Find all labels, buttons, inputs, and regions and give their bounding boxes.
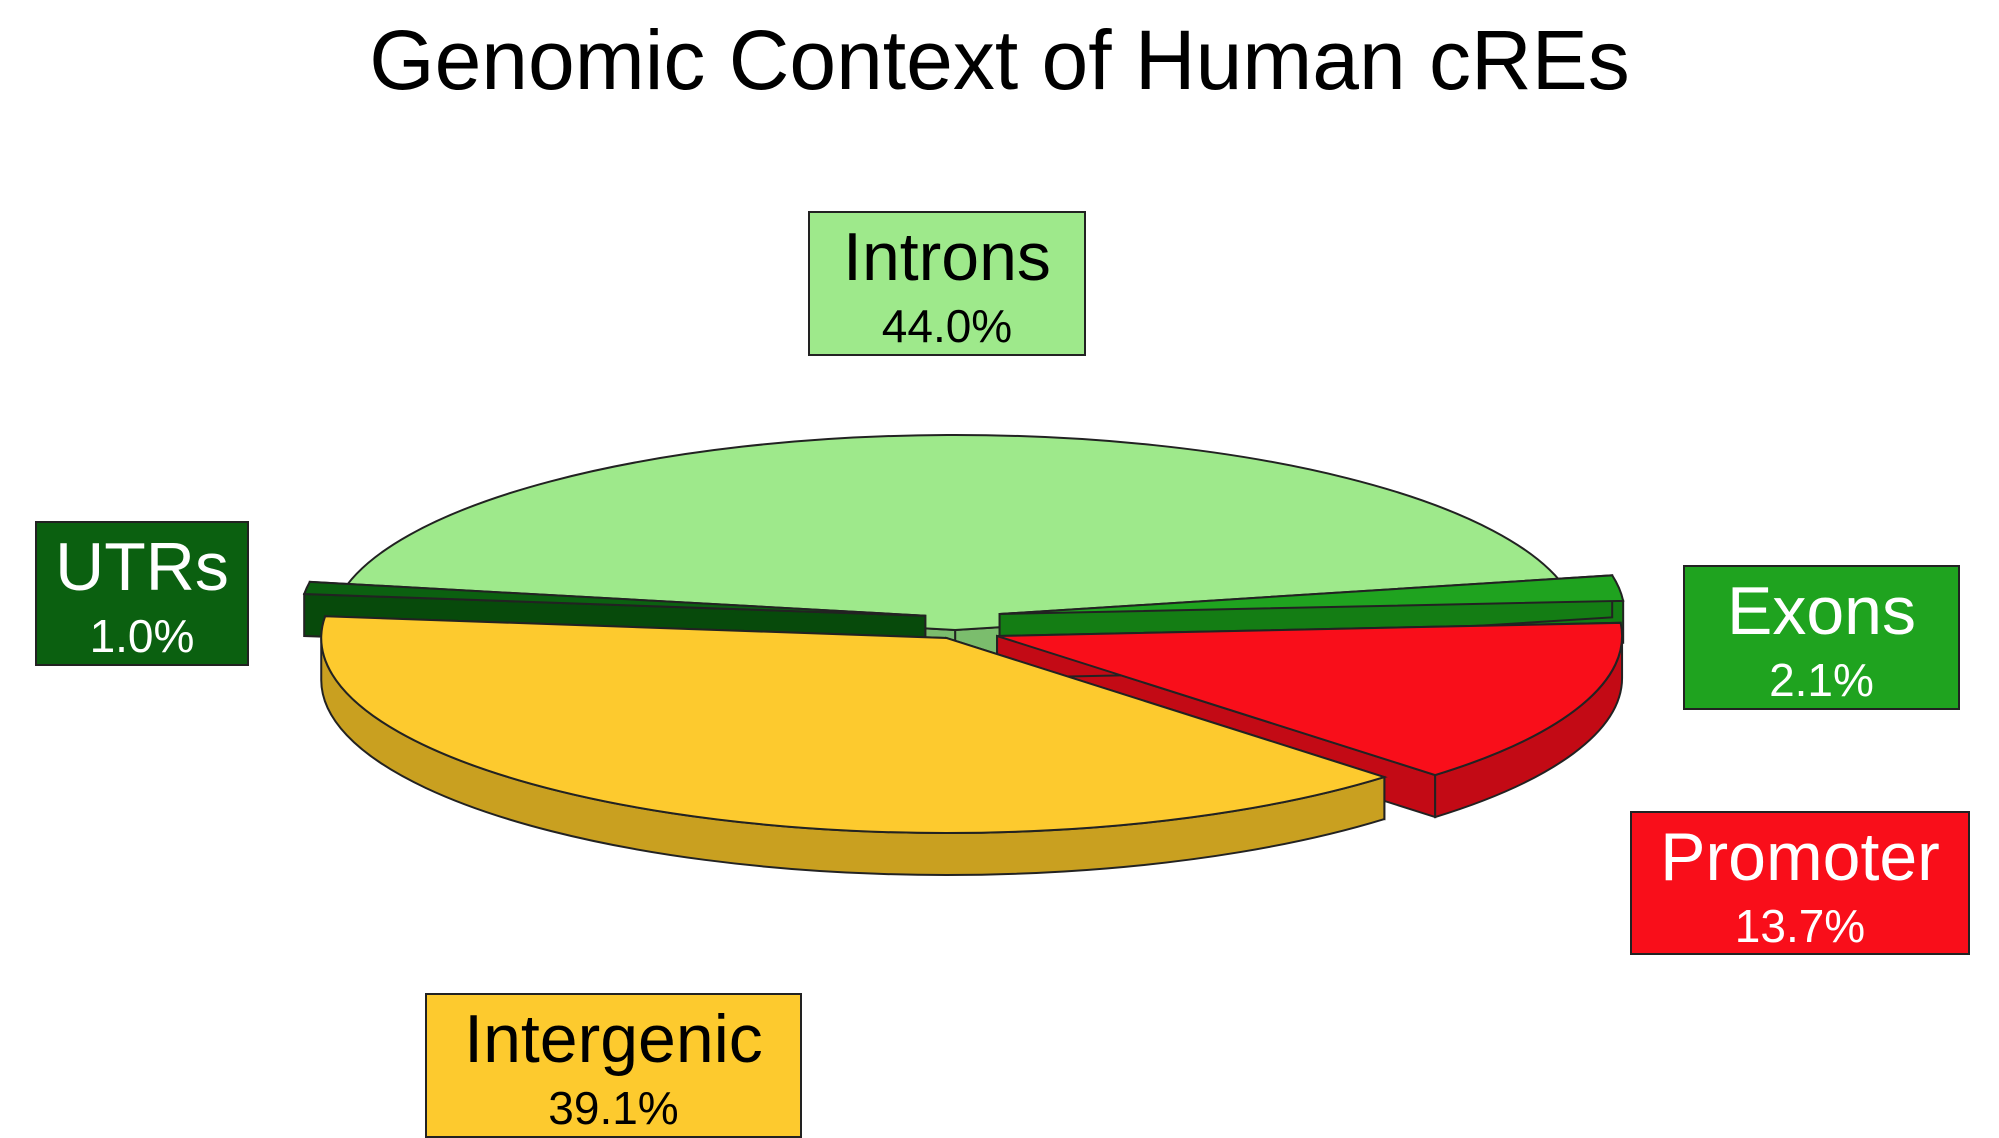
slice-introns-top	[337, 434, 1570, 632]
slice-intergenic-top	[320, 615, 1388, 834]
label-promoter: Promoter 13.7%	[1630, 811, 1970, 955]
label-intergenic-percent: 39.1%	[548, 1082, 679, 1134]
slice-utrs-top	[302, 580, 926, 617]
slice-intergenic	[320, 615, 1388, 876]
label-exons-percent: 2.1%	[1769, 654, 1874, 706]
label-utrs-name: UTRs	[55, 529, 229, 605]
label-intergenic: Intergenic 39.1%	[425, 993, 802, 1138]
label-utrs-percent: 1.0%	[89, 610, 195, 662]
label-exons: Exons 2.1%	[1683, 565, 1960, 710]
label-introns-name: Introns	[843, 219, 1051, 295]
label-promoter-percent: 13.7%	[1734, 900, 1866, 952]
label-introns: Introns 44.0%	[808, 211, 1086, 356]
label-utrs: UTRs 1.0%	[35, 521, 249, 666]
slice-exons-top	[999, 574, 1625, 616]
slice-promoter-top	[996, 621, 1624, 777]
label-promoter-name: Promoter	[1660, 819, 1940, 895]
chart-title: Genomic Context of Human cREs	[369, 13, 1630, 107]
label-introns-percent: 44.0%	[881, 300, 1013, 352]
label-exons-name: Exons	[1727, 573, 1916, 649]
label-intergenic-name: Intergenic	[464, 1001, 763, 1077]
